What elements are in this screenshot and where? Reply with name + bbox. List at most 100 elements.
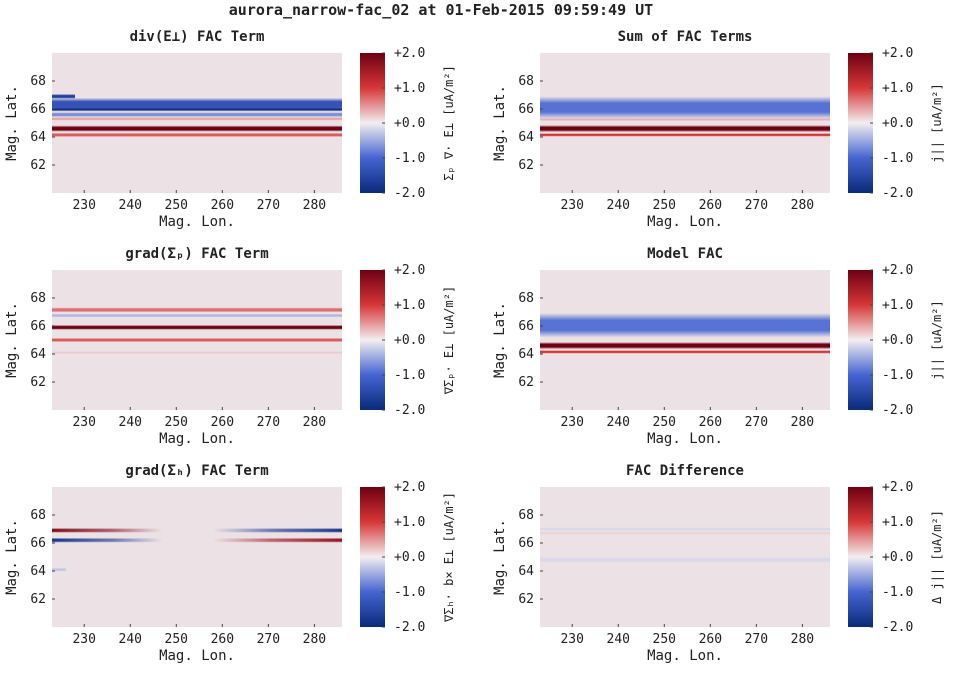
- y-tick-label: 66: [30, 102, 46, 117]
- heatmap-band: [52, 567, 66, 572]
- heatmap-band: [52, 125, 342, 132]
- y-tick-label: 66: [518, 536, 534, 551]
- x-tick-label: 250: [653, 415, 676, 430]
- heatmap-band: [540, 96, 830, 119]
- colorbar-label: Δ j|| [uA/m²]: [930, 510, 944, 604]
- panel-4: 230 240 250 260 270 280 62 64 66 68 Mag. Lon. Mag. …: [492, 246, 944, 447]
- x-axis-label: Mag. Lon.: [647, 648, 723, 664]
- colorbar-tick-label: -2.0: [882, 403, 913, 418]
- colorbar-tick-label: -2.0: [394, 186, 425, 201]
- panel-title: FAC Difference: [626, 463, 744, 479]
- colorbar-tick-label: +1.0: [882, 81, 913, 96]
- x-tick-label: 240: [119, 415, 142, 430]
- panel-title: div(E⊥) FAC Term: [130, 29, 265, 45]
- x-tick-label: 230: [72, 632, 95, 647]
- y-tick-label: 62: [518, 158, 534, 173]
- x-tick-label: 250: [653, 632, 676, 647]
- colorbar-tick-label: +2.0: [394, 480, 425, 495]
- panel-6: 230 240 250 260 270 280 62 64 66 68 Mag. Lon. Mag. …: [492, 463, 944, 664]
- colorbar-label: ∇Σₚ· E⊥ [uA/m²]: [442, 286, 456, 395]
- colorbar-tick-label: +0.0: [394, 550, 425, 565]
- y-tick-label: 64: [30, 130, 46, 145]
- y-axis-label: Mag. Lat.: [4, 519, 20, 595]
- x-tick-label: 280: [303, 415, 326, 430]
- y-tick-label: 68: [30, 74, 46, 89]
- colorbar-tick-label: +1.0: [394, 81, 425, 96]
- heatmap-band: [52, 537, 163, 543]
- x-tick-label: 280: [303, 632, 326, 647]
- y-tick-label: 62: [518, 592, 534, 607]
- y-tick-label: 68: [518, 291, 534, 306]
- heatmap-band: [52, 527, 163, 533]
- y-tick-label: 62: [518, 375, 534, 390]
- panel-2: 230 240 250 260 270 280 62 64 66 68 Mag. Lon. Mag. …: [492, 29, 944, 230]
- colorbar: [360, 487, 385, 627]
- heatmap-band: [540, 313, 830, 338]
- x-tick-label: 260: [699, 198, 722, 213]
- x-axis-label: Mag. Lon.: [647, 431, 723, 447]
- y-tick-label: 64: [30, 564, 46, 579]
- x-tick-label: 270: [745, 632, 768, 647]
- x-tick-label: 230: [560, 198, 583, 213]
- colorbar: [848, 270, 873, 410]
- panel-title: Model FAC: [647, 246, 723, 262]
- colorbar-tick-label: -1.0: [882, 151, 913, 166]
- colorbar-tick-label: -1.0: [394, 368, 425, 383]
- colorbar-tick-label: +1.0: [394, 298, 425, 313]
- y-tick-label: 64: [30, 347, 46, 362]
- x-tick-label: 280: [303, 198, 326, 213]
- heatmap-band: [52, 117, 342, 121]
- y-tick-label: 68: [518, 508, 534, 523]
- colorbar-label: j|| [uA/m²]: [930, 300, 944, 379]
- y-tick-label: 66: [30, 319, 46, 334]
- x-tick-label: 240: [607, 632, 630, 647]
- y-tick-label: 66: [518, 102, 534, 117]
- panel-3: 230 240 250 260 270 280 62 64 66 68 Mag. Lon. Mag. …: [4, 246, 456, 447]
- colorbar-label: ∇Σₕ· b× E⊥ [uA/m²]: [442, 492, 456, 623]
- heatmap-background: [540, 270, 830, 410]
- x-tick-label: 230: [560, 415, 583, 430]
- colorbar: [848, 53, 873, 193]
- colorbar-tick-label: +0.0: [394, 116, 425, 131]
- colorbar-tick-label: +1.0: [882, 298, 913, 313]
- colorbar-tick-label: +2.0: [394, 263, 425, 278]
- y-axis-label: Mag. Lat.: [492, 302, 508, 378]
- y-tick-label: 66: [30, 536, 46, 551]
- heatmap-band: [540, 531, 830, 535]
- heatmap-band: [52, 337, 342, 343]
- colorbar-tick-label: +1.0: [882, 515, 913, 530]
- heatmap-band: [540, 118, 830, 121]
- heatmap-band: [52, 307, 342, 313]
- colorbar: [360, 270, 385, 410]
- panels-group: 230 240 250 260 270 280 62 64 66 68 Mag. Lon. Mag. …: [4, 29, 944, 664]
- colorbar-tick-label: +0.0: [882, 333, 913, 348]
- heatmap-band: [540, 542, 830, 547]
- heatmap-band: [52, 313, 342, 318]
- colorbar-tick-label: +2.0: [394, 46, 425, 61]
- heatmap-band: [52, 97, 342, 111]
- y-axis-label: Mag. Lat.: [492, 519, 508, 595]
- x-tick-label: 250: [653, 198, 676, 213]
- y-tick-label: 64: [518, 564, 534, 579]
- x-tick-label: 230: [72, 198, 95, 213]
- heatmap-background: [540, 53, 830, 193]
- x-tick-label: 240: [607, 415, 630, 430]
- x-tick-label: 230: [72, 415, 95, 430]
- x-tick-label: 280: [791, 632, 814, 647]
- heatmap-field: [52, 93, 342, 137]
- colorbar-tick-label: -1.0: [882, 368, 913, 383]
- x-tick-label: 280: [791, 415, 814, 430]
- y-axis-label: Mag. Lat.: [4, 302, 20, 378]
- y-axis-label: Mag. Lat.: [492, 85, 508, 161]
- panel-title: grad(Σₚ) FAC Term: [125, 246, 268, 262]
- panel-title: grad(Σₕ) FAC Term: [125, 463, 268, 479]
- x-tick-label: 280: [791, 198, 814, 213]
- colorbar: [848, 487, 873, 627]
- heatmap-field: [540, 527, 830, 563]
- x-tick-label: 270: [257, 632, 280, 647]
- heatmap-band: [540, 527, 830, 531]
- y-tick-label: 68: [518, 74, 534, 89]
- colorbar-tick-label: +2.0: [882, 263, 913, 278]
- colorbar: [360, 53, 385, 193]
